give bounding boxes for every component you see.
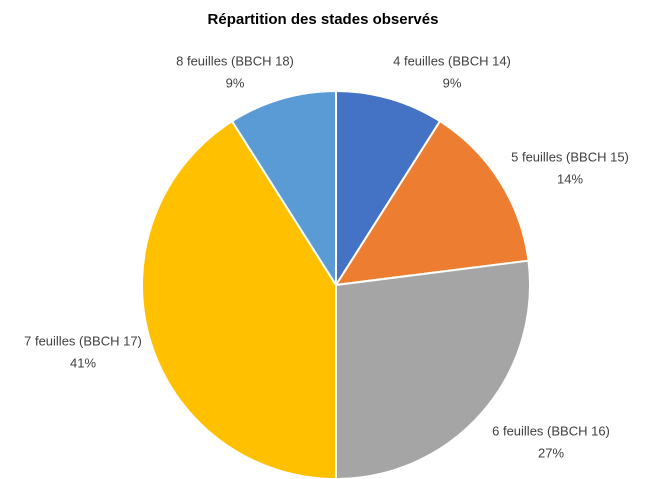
pie-slice bbox=[334, 119, 530, 287]
slice-value-label: 41% bbox=[70, 355, 96, 370]
slice-label: 5 feuilles (BBCH 15) bbox=[511, 149, 629, 164]
slice-value-label: 27% bbox=[538, 445, 564, 460]
slice-label: 4 feuilles (BBCH 14) bbox=[393, 53, 511, 68]
pie-slice bbox=[141, 119, 337, 479]
slice-label: 7 feuilles (BBCH 17) bbox=[24, 333, 142, 348]
pie-slice bbox=[335, 259, 531, 479]
chart-title: Répartition des stades observés bbox=[208, 11, 439, 28]
slice-value-label: 14% bbox=[557, 171, 583, 186]
slice-label: 8 feuilles (BBCH 18) bbox=[176, 53, 294, 68]
pie-slice bbox=[230, 89, 337, 289]
slice-label: 6 feuilles (BBCH 16) bbox=[492, 423, 610, 438]
slice-value-label: 9% bbox=[443, 75, 462, 90]
pie-slice bbox=[335, 89, 442, 289]
slice-value-label: 9% bbox=[226, 75, 245, 90]
